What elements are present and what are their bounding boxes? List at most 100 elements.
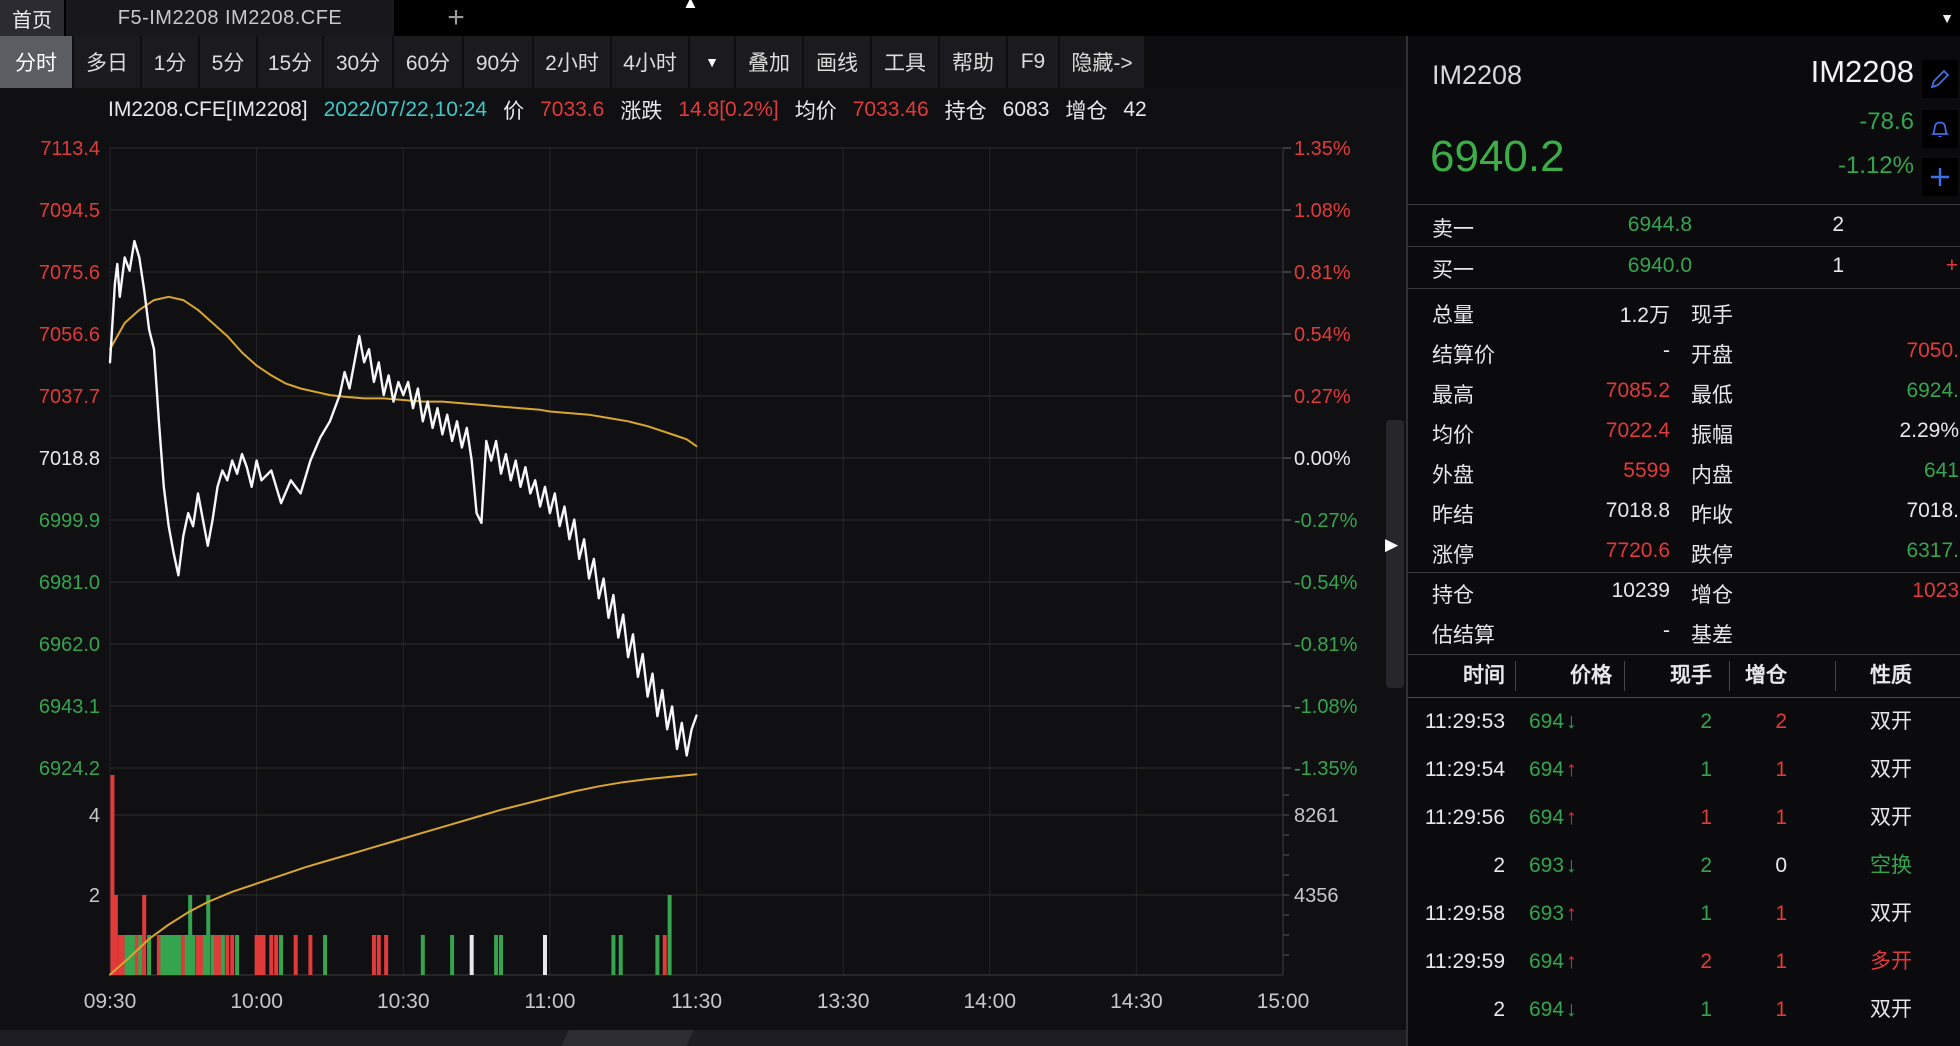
volume-bar: [667, 895, 672, 975]
toolbar-button-90分[interactable]: 90分: [464, 36, 532, 88]
contract-name: IM2208: [1432, 60, 1523, 90]
panel-collapse-handle[interactable]: [1386, 420, 1404, 688]
detail-row: 最高 7085.2 最低 6924.: [1408, 372, 1960, 412]
toolbar-button-F9[interactable]: F9: [1008, 36, 1058, 88]
info-segment: 14.8[0.2%]: [678, 98, 779, 121]
contract-code: IM2208: [1810, 54, 1914, 89]
detail-label: 持仓: [1432, 584, 1474, 607]
detail-value: 10239: [1611, 579, 1670, 602]
volume-bar: [323, 935, 328, 975]
col-time: 时间: [1463, 664, 1505, 687]
detail-value: 1.2万: [1619, 304, 1670, 327]
price-axis-label: 6943.1: [39, 696, 100, 718]
tabbar-dropdown-icon[interactable]: ▼: [1940, 10, 1954, 26]
trade-row[interactable]: 2 693↓ 2 0 空换: [1408, 842, 1960, 890]
toolbar-button-4小时[interactable]: 4小时: [612, 36, 688, 88]
volume-bar: [134, 935, 139, 975]
price-axis-label: 6924.2: [39, 758, 100, 780]
volume-bar: [191, 935, 196, 975]
trade-row[interactable]: 11:29:58 693↑ 1 1 双开: [1408, 890, 1960, 938]
trade-hand: 2: [1700, 950, 1712, 973]
detail-label: 最低: [1691, 384, 1733, 407]
more-periods-caret-icon[interactable]: ▼: [690, 36, 734, 88]
trade-hand: 2: [1700, 854, 1712, 877]
plus-icon: [1931, 168, 1949, 186]
toolbar-button-帮助[interactable]: 帮助: [940, 36, 1006, 88]
trade-price: 694↑: [1529, 794, 1577, 842]
intraday-chart[interactable]: 09:30 10:00 10:30 11:00 11:30 13:30 14:00 14:30…: [0, 132, 1406, 1030]
info-segment: 7033.46: [852, 98, 929, 121]
trade-nature: 空换: [1870, 854, 1912, 877]
price-axis-label: 7056.6: [39, 324, 100, 346]
detail-label: 昨收: [1691, 504, 1733, 527]
detail-label: 均价: [1432, 424, 1474, 447]
info-segment: 6083: [1002, 98, 1050, 121]
toolbar-button-60分[interactable]: 60分: [394, 36, 462, 88]
tab-home[interactable]: 首页: [0, 0, 64, 36]
volume-bar: [258, 935, 263, 975]
panel-expand-arrow-icon[interactable]: ▶: [1385, 535, 1399, 554]
price-change-percent: -1.12%: [1837, 152, 1914, 179]
detail-value: 7018.8: [1605, 499, 1670, 522]
time-axis-label: 10:00: [230, 990, 283, 1013]
trade-table-header: 时间 价格 现手 增仓 性质: [1408, 654, 1960, 698]
scroll-position-marker-icon[interactable]: ▲: [682, 0, 699, 12]
book-qty: 1: [1832, 254, 1844, 277]
trade-nature: 多开: [1870, 950, 1912, 973]
toolbar-button-多日[interactable]: 多日: [74, 36, 140, 88]
volume-bar: [261, 935, 266, 975]
quote-info-line: IM2208.CFE[IM2208] 2022/07/22,10:24 价 7033.…: [0, 88, 1406, 132]
trade-row[interactable]: 11:29:53 694↓ 2 2 双开: [1408, 698, 1960, 746]
add-to-watchlist-button[interactable]: [1922, 158, 1958, 196]
tab-active-contract[interactable]: F5-IM2208 IM2208.CFE: [66, 0, 394, 36]
detail-row: 昨结 7018.8 昨收 7018.: [1408, 492, 1960, 532]
book-label: 卖一: [1432, 218, 1474, 241]
trade-nature: 双开: [1870, 806, 1912, 829]
toolbar-button-15分[interactable]: 15分: [258, 36, 322, 88]
alert-button[interactable]: [1922, 110, 1958, 148]
percent-axis-label: 0.81%: [1294, 262, 1351, 284]
col-hand: 现手: [1670, 664, 1712, 687]
volume-axis-label: 4: [89, 805, 100, 827]
percent-axis-label: -0.27%: [1294, 510, 1358, 532]
toolbar-button-2小时[interactable]: 2小时: [534, 36, 610, 88]
toolbar-button-叠加[interactable]: 叠加: [736, 36, 802, 88]
volume-bar: [199, 935, 204, 975]
detail-label: 振幅: [1691, 424, 1733, 447]
info-segment: 2022/07/22,10:24: [323, 98, 488, 121]
volume-bar: [173, 935, 178, 975]
trade-row[interactable]: 2 694↓ 1 1 双开: [1408, 986, 1960, 1034]
toolbar-button-1分[interactable]: 1分: [142, 36, 198, 88]
time-scrollbar[interactable]: [0, 1030, 1406, 1046]
book-separator: [1408, 246, 1960, 247]
trade-row[interactable]: 11:29:59 694↑ 2 1 多开: [1408, 938, 1960, 986]
quote-panel: IM2208 IM2208 -78.6 6940.2 -1.12% 卖一 6944…: [1406, 36, 1960, 1046]
volume-bar: [113, 895, 118, 975]
trade-row[interactable]: 11:29:56 694↑ 1 1 双开: [1408, 794, 1960, 842]
trade-row[interactable]: 11:29:54 694↑ 1 1 双开: [1408, 746, 1960, 794]
toolbar-button-工具[interactable]: 工具: [872, 36, 938, 88]
toolbar-button-5分[interactable]: 5分: [200, 36, 256, 88]
toolbar-button-画线[interactable]: 画线: [804, 36, 870, 88]
info-segment: 42: [1123, 98, 1147, 121]
edit-button[interactable]: [1922, 60, 1958, 98]
detail-value: -: [1663, 339, 1670, 362]
trade-time: 11:29:59: [1424, 950, 1505, 973]
volume-bar: [210, 935, 215, 975]
book-row-买一[interactable]: 买一 6940.0 1 +: [1408, 247, 1960, 287]
trade-price-value: 694: [1529, 806, 1565, 829]
toolbar-button-隐藏->[interactable]: 隐藏->: [1060, 36, 1144, 88]
scrollbar-thumb[interactable]: [561, 1030, 694, 1046]
toolbar-button-分时[interactable]: 分时: [0, 36, 72, 88]
volume-bar: [376, 935, 381, 975]
add-tab-button[interactable]: +: [447, 1, 465, 34]
volume-bar: [177, 935, 182, 975]
trade-nature: 双开: [1870, 998, 1912, 1021]
toolbar-button-30分[interactable]: 30分: [324, 36, 392, 88]
info-segment: 均价: [794, 100, 837, 123]
period-toolbar: 分时 多日 1分 5分 15分 30分 60分 90分 2小时 4小时 ▼ 叠加 画线 工具 帮助 F9 隐藏-…: [0, 36, 1406, 88]
info-segment: 7033.6: [540, 98, 605, 121]
volume-bar: [655, 935, 660, 975]
book-row-卖一[interactable]: 卖一 6944.8 2: [1408, 206, 1960, 246]
window-tab-bar: 首页 F5-IM2208 IM2208.CFE + ▼: [0, 0, 1960, 36]
